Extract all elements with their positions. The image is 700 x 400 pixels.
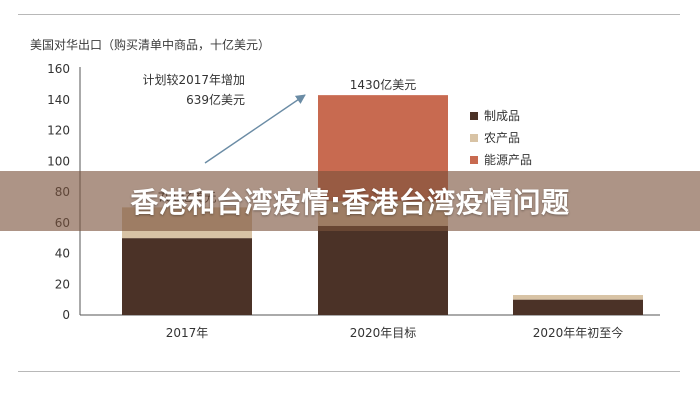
bar-segment <box>318 225 448 315</box>
y-tick-label: 160 <box>47 62 70 76</box>
bar-segment <box>513 299 643 315</box>
y-tick-label: 120 <box>47 124 70 138</box>
x-tick-label: 2017年 <box>166 326 209 340</box>
legend-swatch <box>470 156 478 164</box>
top-rule <box>18 14 680 15</box>
x-tick-label: 2020年目标 <box>350 326 417 340</box>
y-tick-label: 140 <box>47 93 70 107</box>
legend-label: 农产品 <box>484 131 520 145</box>
legend-swatch <box>470 112 478 120</box>
chart-subtitle: 美国对华出口（购买清单中商品，十亿美元） <box>30 38 271 52</box>
legend-swatch <box>470 134 478 142</box>
annotation-line-1: 计划较2017年增加 <box>142 72 245 87</box>
annotation-arrow <box>204 94 306 164</box>
bottom-rule <box>18 371 680 372</box>
x-tick-label: 2020年年初至今 <box>533 325 624 340</box>
bar-segment <box>122 238 252 315</box>
bar-total-label: 1430亿美元 <box>350 77 417 92</box>
legend-label: 制成品 <box>484 109 520 123</box>
y-tick-label: 40 <box>55 247 70 261</box>
bar-segment <box>513 295 643 300</box>
title-banner: 香港和台湾疫情:香港台湾疫情问题 <box>0 171 700 231</box>
y-tick-label: 20 <box>55 277 70 291</box>
annotation-line-2: 639亿美元 <box>186 92 245 107</box>
y-tick-label: 0 <box>62 308 70 322</box>
banner-title: 香港和台湾疫情:香港台湾疫情问题 <box>130 186 570 219</box>
y-tick-label: 100 <box>47 154 70 168</box>
legend-label: 能源产品 <box>484 153 532 167</box>
